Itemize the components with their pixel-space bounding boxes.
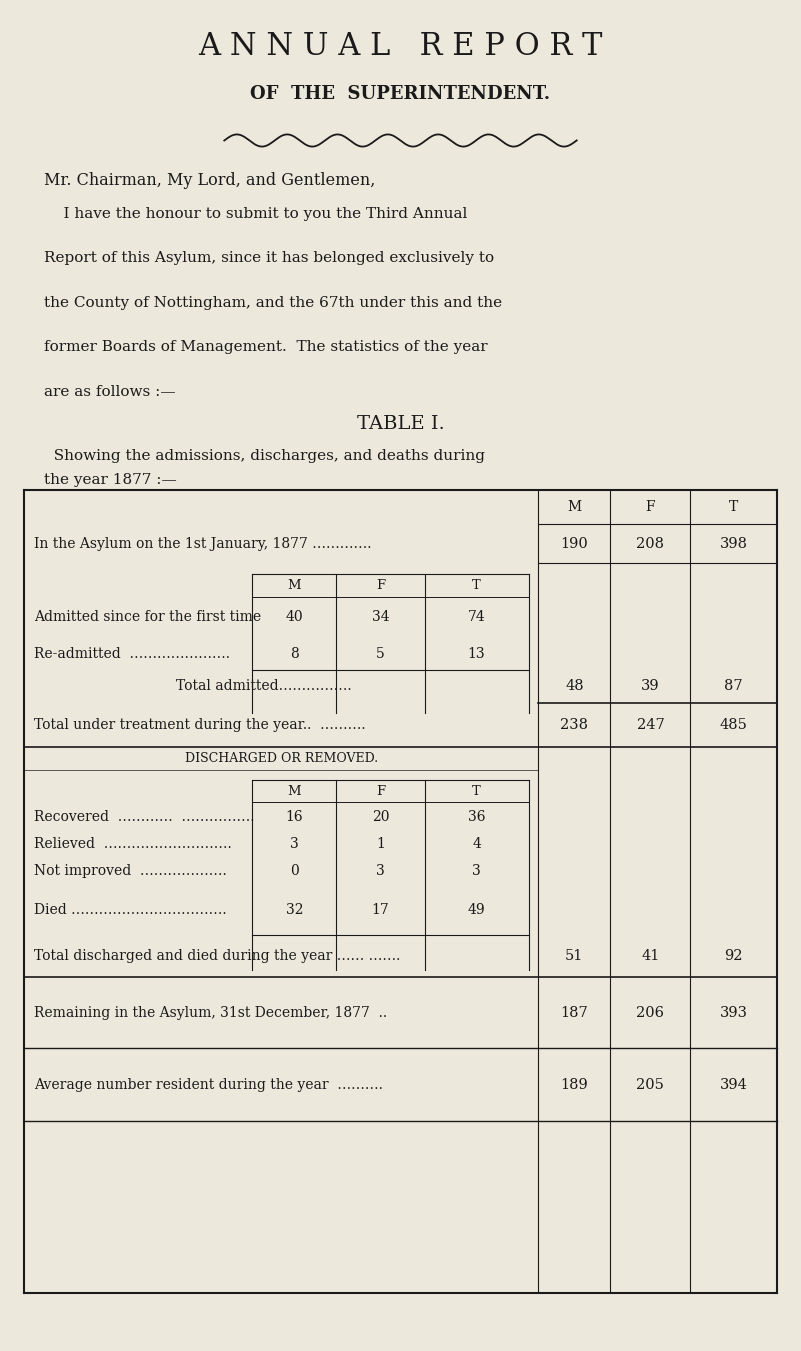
Text: 87: 87 <box>724 680 743 693</box>
Text: 393: 393 <box>720 1005 747 1020</box>
Text: 394: 394 <box>720 1078 747 1092</box>
Text: 8: 8 <box>290 647 299 661</box>
Text: M: M <box>288 785 301 797</box>
Text: 187: 187 <box>561 1005 588 1020</box>
Text: F: F <box>646 500 655 515</box>
Text: 74: 74 <box>468 611 485 624</box>
Text: Re-admitted  ………………….: Re-admitted …………………. <box>34 647 230 661</box>
Text: 20: 20 <box>372 809 389 824</box>
Text: 49: 49 <box>468 902 485 917</box>
Text: 32: 32 <box>286 902 303 917</box>
Text: 485: 485 <box>720 717 747 732</box>
Text: 247: 247 <box>637 717 664 732</box>
Text: former Boards of Management.  The statistics of the year: former Boards of Management. The statist… <box>44 340 488 354</box>
Text: 40: 40 <box>285 611 304 624</box>
Text: Died …………………………….: Died ……………………………. <box>34 902 226 917</box>
Text: Remaining in the Asylum, 31st December, 1877  ..: Remaining in the Asylum, 31st December, … <box>34 1005 387 1020</box>
Text: 1: 1 <box>376 838 385 851</box>
Text: T: T <box>473 580 481 592</box>
Text: are as follows :—: are as follows :— <box>44 385 175 399</box>
Text: the County of Nottingham, and the 67th under this and the: the County of Nottingham, and the 67th u… <box>44 296 502 309</box>
Text: 39: 39 <box>641 680 660 693</box>
Text: 34: 34 <box>372 611 389 624</box>
Text: Recovered  …………  …………….: Recovered ………… ……………. <box>34 809 254 824</box>
Text: Mr. Chairman, My Lord, and Gentlemen,: Mr. Chairman, My Lord, and Gentlemen, <box>44 172 376 189</box>
Text: I have the honour to submit to you the Third Annual: I have the honour to submit to you the T… <box>44 207 468 220</box>
Text: In the Asylum on the 1st January, 1877 ………….: In the Asylum on the 1st January, 1877 …… <box>34 536 371 551</box>
Text: 17: 17 <box>372 902 389 917</box>
Text: Admitted since for the first time: Admitted since for the first time <box>34 611 261 624</box>
Text: Average number resident during the year  ……….: Average number resident during the year … <box>34 1078 383 1092</box>
Text: 92: 92 <box>724 948 743 963</box>
Text: 398: 398 <box>720 536 747 551</box>
Text: 4: 4 <box>472 838 481 851</box>
Text: 0: 0 <box>290 865 299 878</box>
Text: Total admitted…………….: Total admitted……………. <box>176 680 352 693</box>
Text: OF  THE  SUPERINTENDENT.: OF THE SUPERINTENDENT. <box>251 85 550 103</box>
Text: M: M <box>567 500 582 515</box>
Text: 189: 189 <box>561 1078 588 1092</box>
Text: Total under treatment during the year..  ……….: Total under treatment during the year.. … <box>34 717 365 732</box>
Text: 3: 3 <box>473 865 481 878</box>
Text: 190: 190 <box>561 536 588 551</box>
Text: 41: 41 <box>642 948 659 963</box>
Text: Report of this Asylum, since it has belonged exclusively to: Report of this Asylum, since it has belo… <box>44 251 494 265</box>
Text: Not improved  ……………….: Not improved ………………. <box>34 865 227 878</box>
Text: 5: 5 <box>376 647 384 661</box>
Text: 206: 206 <box>637 1005 664 1020</box>
Text: 208: 208 <box>637 536 664 551</box>
Text: A N N U A L   R E P O R T: A N N U A L R E P O R T <box>199 31 602 62</box>
Text: TABLE I.: TABLE I. <box>356 415 445 432</box>
Text: 238: 238 <box>561 717 588 732</box>
Text: Showing the admissions, discharges, and deaths during: Showing the admissions, discharges, and … <box>44 449 485 462</box>
Text: T: T <box>473 785 481 797</box>
Text: 3: 3 <box>376 865 384 878</box>
Text: M: M <box>288 580 301 592</box>
Text: 205: 205 <box>637 1078 664 1092</box>
Text: the year 1877 :—: the year 1877 :— <box>44 473 177 486</box>
Text: 13: 13 <box>468 647 485 661</box>
Text: T: T <box>729 500 739 515</box>
Text: 36: 36 <box>468 809 485 824</box>
Text: Relieved  ……………………….: Relieved ………………………. <box>34 838 231 851</box>
Text: DISCHARGED OR REMOVED.: DISCHARGED OR REMOVED. <box>184 753 378 765</box>
Text: 48: 48 <box>565 680 584 693</box>
Text: F: F <box>376 785 385 797</box>
Text: 51: 51 <box>566 948 583 963</box>
Text: 3: 3 <box>290 838 299 851</box>
Text: Total discharged and died during the year …… …….: Total discharged and died during the yea… <box>34 948 400 963</box>
Text: F: F <box>376 580 385 592</box>
Text: 16: 16 <box>285 809 304 824</box>
